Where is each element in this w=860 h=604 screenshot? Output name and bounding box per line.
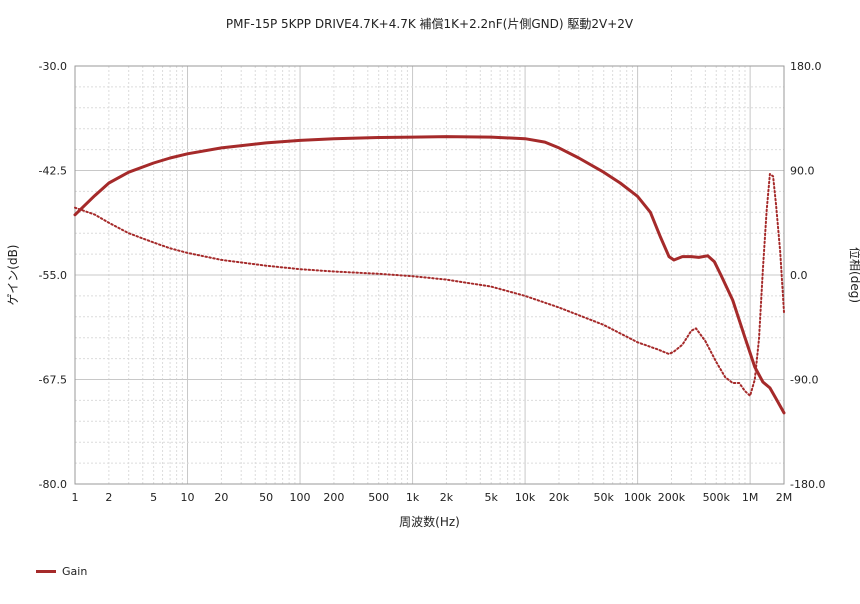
legend-label-gain: Gain bbox=[62, 565, 88, 578]
x-tick-label: 5k bbox=[485, 491, 499, 504]
y2-tick-label: 90.0 bbox=[790, 165, 815, 178]
y2-tick-label: -180.0 bbox=[790, 478, 825, 491]
x-tick-label: 50 bbox=[259, 491, 273, 504]
y-tick-label: -30.0 bbox=[39, 60, 67, 73]
series-line-phase bbox=[74, 173, 785, 397]
y-tick-label: -67.5 bbox=[39, 374, 67, 387]
x-axis-label: 周波数(Hz) bbox=[399, 514, 460, 529]
chart-series bbox=[73, 135, 786, 415]
x-tick-label: 200k bbox=[658, 491, 686, 504]
x-axis-ticks: 1 2 5 10 20 50 100 200 500 1k 2k 5k 10k 20k 50k 100k 200… bbox=[72, 491, 793, 504]
y-axis-label: ゲイン(dB) bbox=[6, 245, 20, 306]
x-tick-label: 2k bbox=[440, 491, 454, 504]
x-tick-label: 1 bbox=[72, 491, 79, 504]
x-tick-label: 10 bbox=[181, 491, 195, 504]
chart-title: PMF-15P 5KPP DRIVE4.7K+4.7K 補償1K+2.2nF(片… bbox=[226, 17, 634, 31]
x-tick-label: 2M bbox=[776, 491, 793, 504]
y2-tick-label: 180.0 bbox=[790, 60, 822, 73]
x-tick-label: 200 bbox=[323, 491, 344, 504]
y-axis-ticks: -30.0 -42.5 -55.0 -67.5 -80.0 bbox=[39, 60, 67, 491]
y2-axis-ticks: 180.0 90.0 0.0 -90.0 -180.0 bbox=[790, 60, 825, 491]
x-tick-label: 1M bbox=[742, 491, 759, 504]
chart-grid bbox=[74, 65, 785, 485]
y2-tick-label: 0.0 bbox=[790, 269, 808, 282]
y2-axis-label: 位相(deg) bbox=[848, 247, 860, 303]
y2-tick-label: -90.0 bbox=[790, 374, 818, 387]
legend-swatch-gain bbox=[36, 570, 56, 573]
y-tick-label: -42.5 bbox=[39, 165, 67, 178]
x-tick-label: 2 bbox=[105, 491, 112, 504]
y-tick-label: -55.0 bbox=[39, 269, 67, 282]
x-tick-label: 20 bbox=[214, 491, 228, 504]
x-tick-label: 100k bbox=[624, 491, 652, 504]
x-tick-label: 500k bbox=[703, 491, 731, 504]
x-tick-label: 50k bbox=[594, 491, 615, 504]
x-tick-label: 10k bbox=[515, 491, 536, 504]
plot-area bbox=[74, 65, 785, 485]
y-tick-label: -80.0 bbox=[39, 478, 67, 491]
x-tick-label: 20k bbox=[549, 491, 570, 504]
x-tick-label: 500 bbox=[368, 491, 389, 504]
x-tick-label: 100 bbox=[290, 491, 311, 504]
x-tick-label: 5 bbox=[150, 491, 157, 504]
series-line-gain bbox=[73, 135, 786, 415]
x-tick-label: 1k bbox=[406, 491, 420, 504]
legend: Gain bbox=[36, 565, 87, 578]
